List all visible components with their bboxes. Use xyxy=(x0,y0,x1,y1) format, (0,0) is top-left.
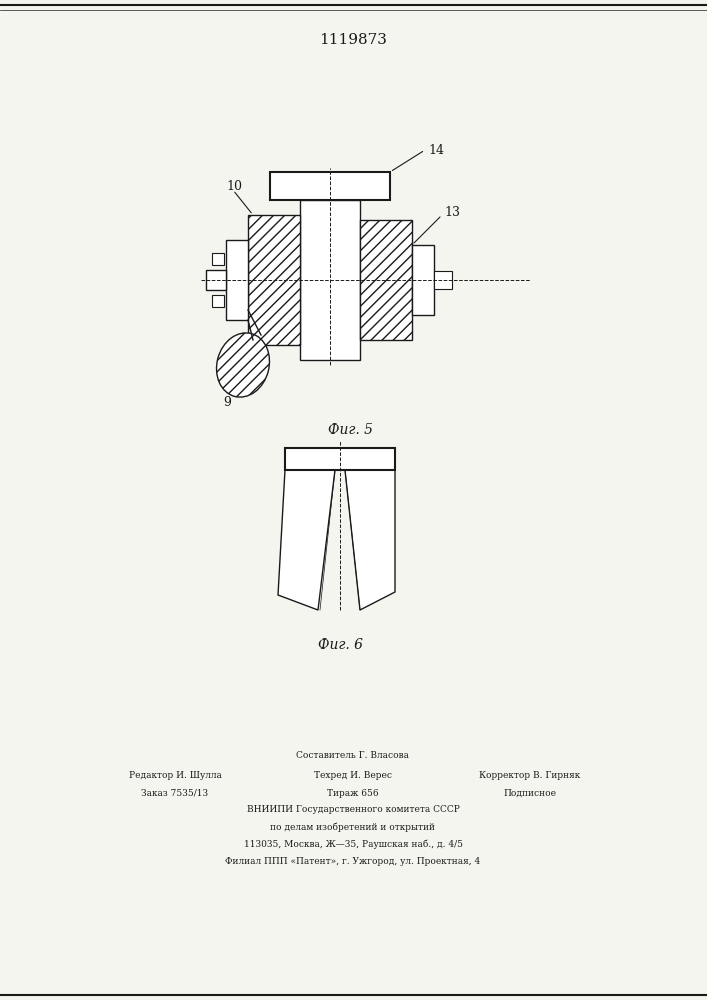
Text: 13: 13 xyxy=(444,206,460,219)
Bar xyxy=(412,245,434,315)
Text: 10: 10 xyxy=(226,180,242,194)
Ellipse shape xyxy=(216,333,269,397)
Text: Филиал ППП «Патент», г. Ужгород, ул. Проектная, 4: Филиал ППП «Патент», г. Ужгород, ул. Про… xyxy=(226,856,481,865)
Polygon shape xyxy=(278,470,335,610)
Bar xyxy=(226,240,248,320)
Bar xyxy=(434,271,452,289)
Bar xyxy=(270,172,390,200)
Bar xyxy=(360,220,412,340)
Text: 9: 9 xyxy=(223,396,231,410)
Text: Подписное: Подписное xyxy=(503,788,556,798)
Text: Тираж 656: Тираж 656 xyxy=(327,788,379,798)
Bar xyxy=(212,295,224,307)
Text: Корректор В. Гирняк: Корректор В. Гирняк xyxy=(479,770,580,780)
Bar xyxy=(300,200,360,360)
Text: Фиг. 5: Фиг. 5 xyxy=(327,423,373,437)
Bar xyxy=(285,448,395,470)
Text: 14: 14 xyxy=(428,143,444,156)
Text: Редактор И. Шулла: Редактор И. Шулла xyxy=(129,770,221,780)
Text: 1119873: 1119873 xyxy=(319,33,387,47)
Bar xyxy=(206,270,226,290)
Text: Заказ 7535/13: Заказ 7535/13 xyxy=(141,788,209,798)
Text: Фиг. 6: Фиг. 6 xyxy=(317,638,363,652)
Text: по делам изобретений и открытий: по делам изобретений и открытий xyxy=(271,822,436,832)
Text: Техред И. Верес: Техред И. Верес xyxy=(314,770,392,780)
Polygon shape xyxy=(345,470,395,610)
Bar xyxy=(248,215,300,345)
Bar xyxy=(212,253,224,265)
Text: 113035, Москва, Ж—35, Раушская наб., д. 4/5: 113035, Москва, Ж—35, Раушская наб., д. … xyxy=(243,839,462,849)
Text: Составитель Г. Власова: Составитель Г. Власова xyxy=(296,750,409,760)
Text: ВНИИПИ Государственного комитета СССР: ВНИИПИ Государственного комитета СССР xyxy=(247,806,460,814)
